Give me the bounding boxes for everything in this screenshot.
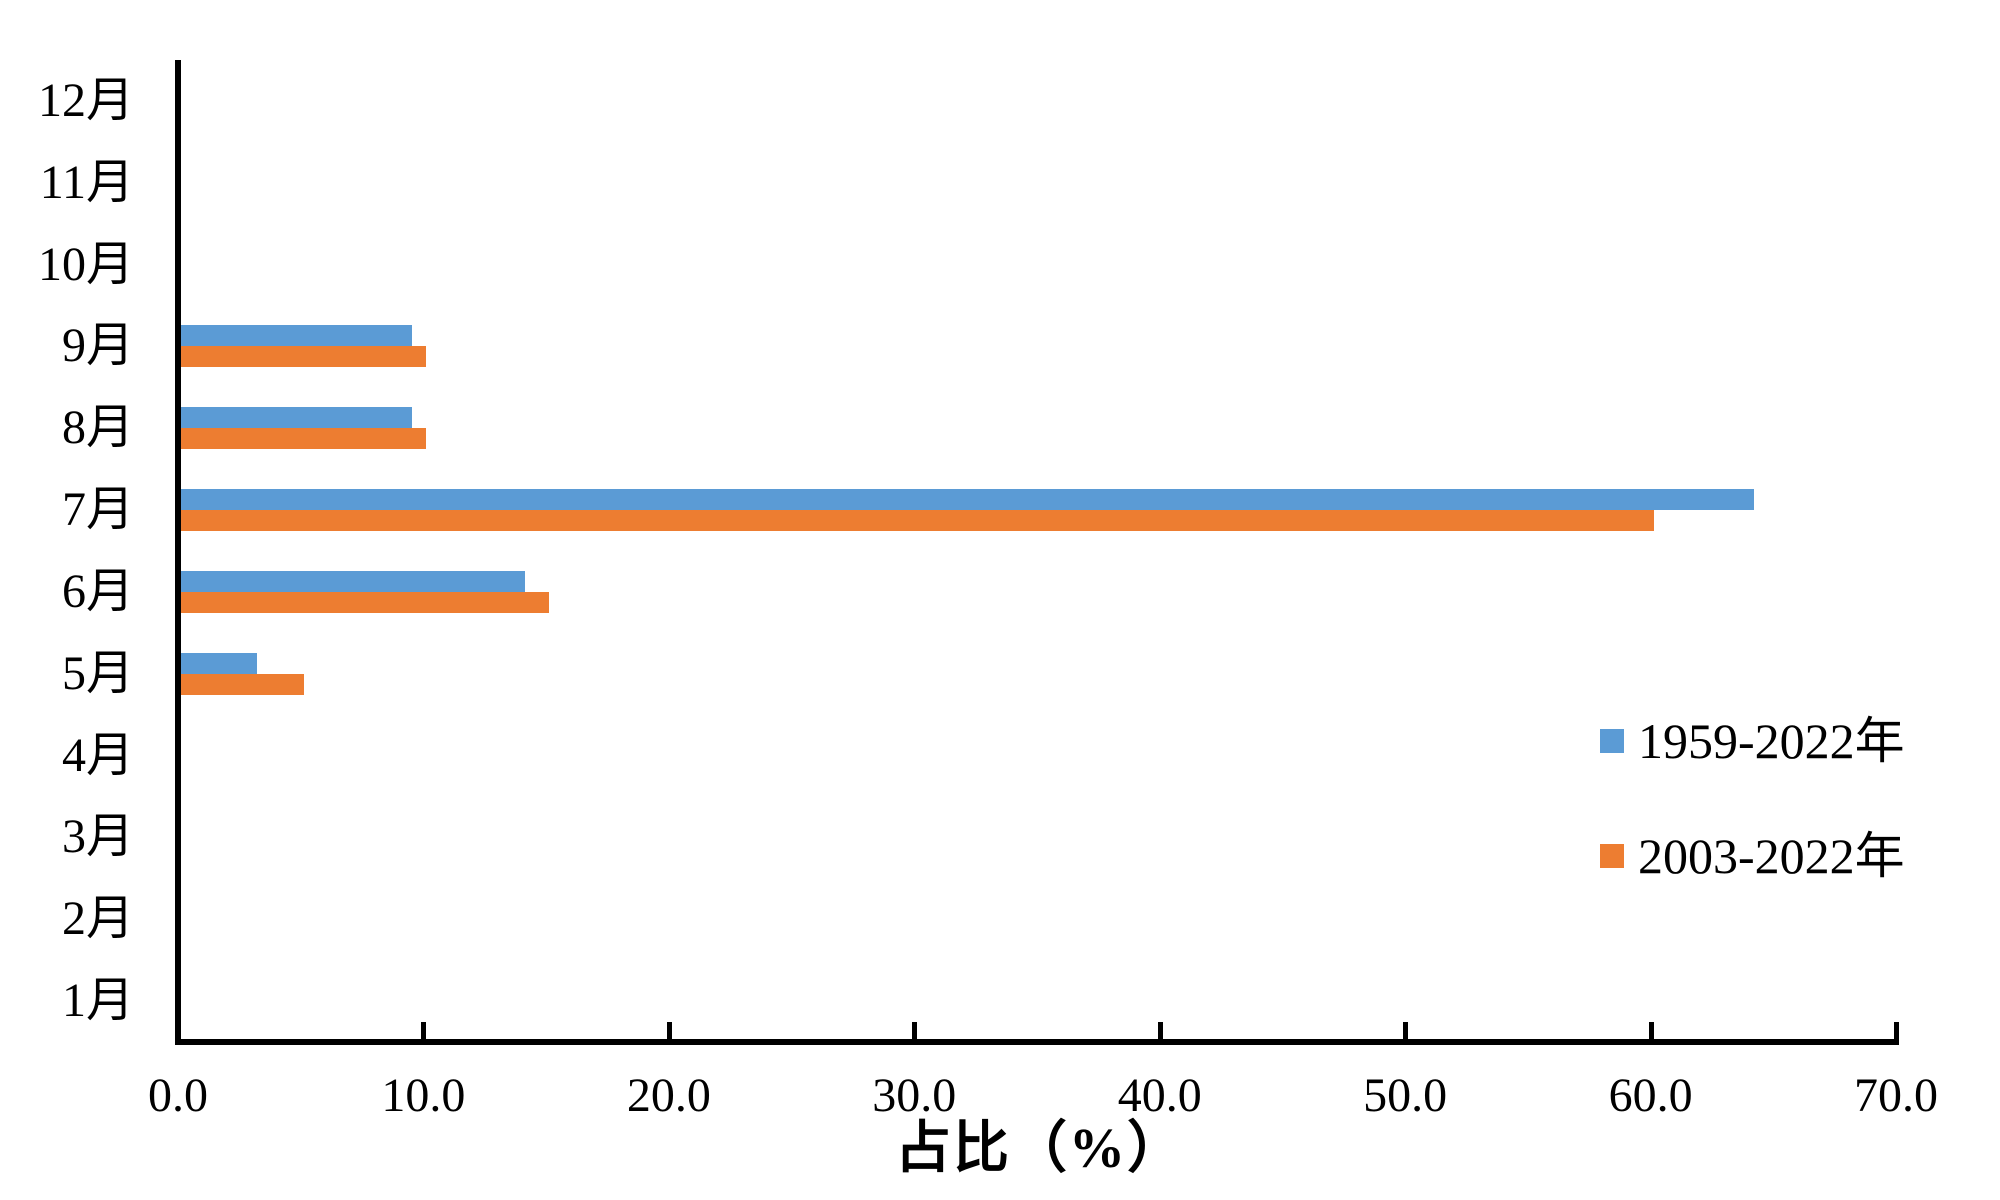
- legend-item-2: 2003-2022年: [1600, 831, 1905, 881]
- x-axis-tick-label: 30.0: [872, 1069, 957, 1122]
- x-axis-tick-label: 10.0: [381, 1069, 466, 1122]
- y-axis-label-month-1: 1月: [61, 974, 134, 1028]
- legend-label: 1959-2022年: [1638, 713, 1905, 769]
- legend-swatch-icon: [1600, 729, 1624, 753]
- y-axis-label-month-12: 12月: [37, 73, 134, 127]
- legend-label: 2003-2022年: [1638, 828, 1905, 884]
- bar-series2-month-6: [181, 591, 550, 613]
- x-axis-tick: [1894, 1022, 1899, 1039]
- y-axis-label-month-7: 7月: [61, 483, 134, 537]
- x-axis-tick-label: 0.0: [148, 1069, 208, 1122]
- y-axis-label-month-10: 10月: [37, 237, 134, 291]
- x-axis-tick-label: 40.0: [1117, 1069, 1202, 1122]
- legend-swatch-icon: [1600, 844, 1624, 868]
- y-axis-label-month-2: 2月: [61, 892, 134, 946]
- bar-series1-month-7: [181, 489, 1755, 511]
- x-axis-line: [175, 1039, 1899, 1045]
- bar-series1-month-8: [181, 407, 412, 429]
- x-axis-tick-label: 50.0: [1363, 1069, 1448, 1122]
- x-axis-title: 占比（%）: [895, 1118, 1185, 1180]
- bar-series1-month-5: [181, 652, 258, 674]
- bar-series2-month-9: [181, 346, 427, 368]
- x-axis-tick-label: 20.0: [626, 1069, 711, 1122]
- y-axis-label-month-9: 9月: [61, 319, 134, 373]
- x-axis-tick: [1403, 1022, 1409, 1039]
- y-axis-label-month-3: 3月: [61, 810, 134, 864]
- bar-series1-month-6: [181, 570, 525, 592]
- x-axis-tick: [421, 1022, 427, 1039]
- bar-series2-month-5: [181, 673, 304, 695]
- bar-series2-month-8: [181, 428, 427, 450]
- legend-item-1: 1959-2022年: [1600, 716, 1905, 766]
- y-axis-label-month-4: 4月: [61, 728, 134, 782]
- y-axis-label-month-6: 6月: [61, 564, 134, 618]
- x-axis-tick: [1157, 1022, 1163, 1039]
- x-axis-tick: [666, 1022, 672, 1039]
- x-axis-tick: [1648, 1022, 1654, 1039]
- bar-series1-month-9: [181, 325, 412, 347]
- x-axis-tick-label: 70.0: [1854, 1069, 1938, 1122]
- bar-series2-month-7: [181, 510, 1654, 532]
- y-axis-line: [175, 60, 181, 1045]
- x-axis-tick-label: 60.0: [1608, 1069, 1693, 1122]
- y-axis-label-month-8: 8月: [61, 401, 134, 455]
- x-axis-tick: [912, 1022, 918, 1039]
- y-axis-label-month-11: 11月: [39, 155, 134, 209]
- y-axis-label-month-5: 5月: [61, 646, 134, 700]
